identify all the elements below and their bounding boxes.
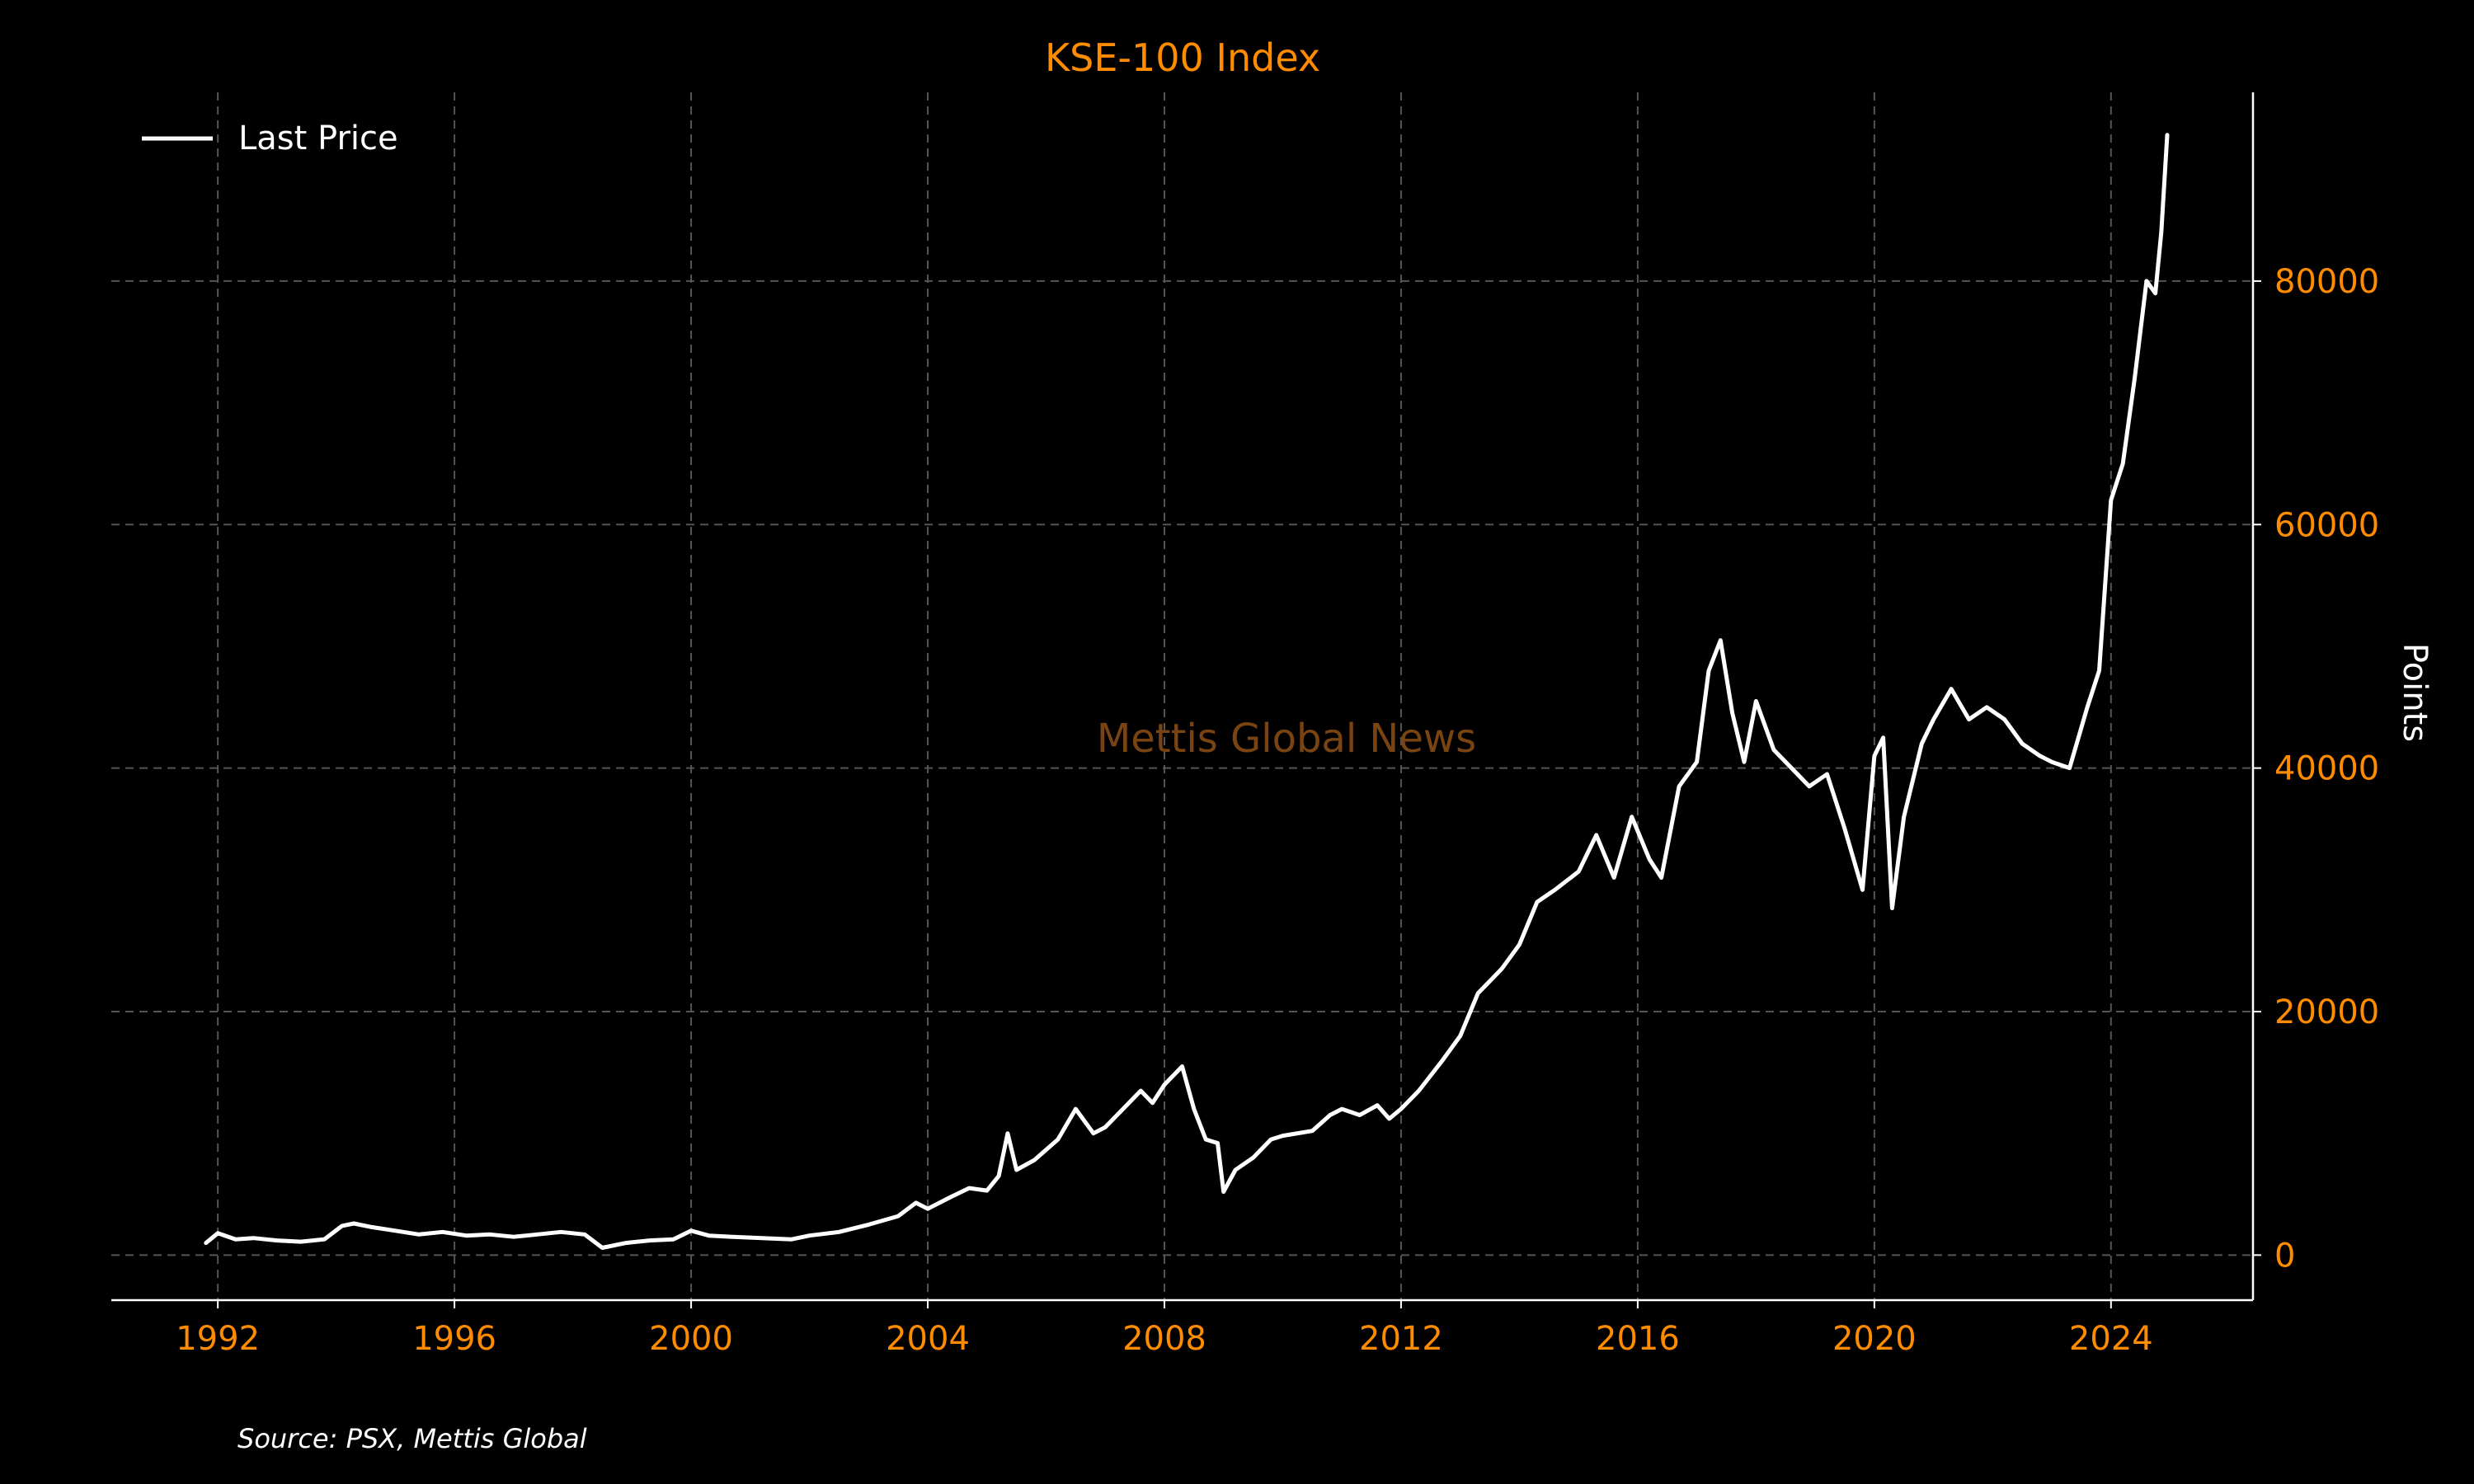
y-axis-label: Points xyxy=(2396,643,2434,742)
y-tick-label: 60000 xyxy=(2274,506,2379,544)
y-tick-label: 80000 xyxy=(2274,263,2379,301)
x-tick-label: 2012 xyxy=(1359,1320,1443,1358)
grid-lines xyxy=(111,92,2253,1300)
watermark-label: Mettis Global News xyxy=(1097,716,1476,762)
x-tick-label: 2024 xyxy=(2069,1320,2153,1358)
x-axis-ticks: 1992 1996 2000 2004 2008 2012 2016 2020 2024 xyxy=(176,1300,2153,1358)
x-tick-label: 2016 xyxy=(1596,1320,1680,1358)
source-note: Source: PSX, Mettis Global xyxy=(238,1423,587,1454)
x-tick-label: 2020 xyxy=(1832,1320,1917,1358)
series-line-0 xyxy=(204,133,2170,1250)
y-tick-label: 20000 xyxy=(2274,993,2379,1031)
x-tick-label: 2004 xyxy=(886,1320,970,1358)
x-tick-label: 2008 xyxy=(1122,1320,1206,1358)
chart-title: KSE-100 Index xyxy=(1045,35,1320,80)
legend: Last Price xyxy=(142,120,398,157)
legend-label: Last Price xyxy=(238,120,398,157)
x-tick-label: 2000 xyxy=(649,1320,733,1358)
y-tick-label: 40000 xyxy=(2274,750,2379,788)
axes xyxy=(111,92,2255,1302)
y-tick-label: 0 xyxy=(2274,1237,2295,1275)
x-tick-label: 1996 xyxy=(412,1320,496,1358)
series-group xyxy=(204,133,2170,1250)
y-axis-ticks: 0 20000 40000 60000 80000 xyxy=(2253,263,2379,1275)
x-tick-label: 1992 xyxy=(176,1320,260,1358)
